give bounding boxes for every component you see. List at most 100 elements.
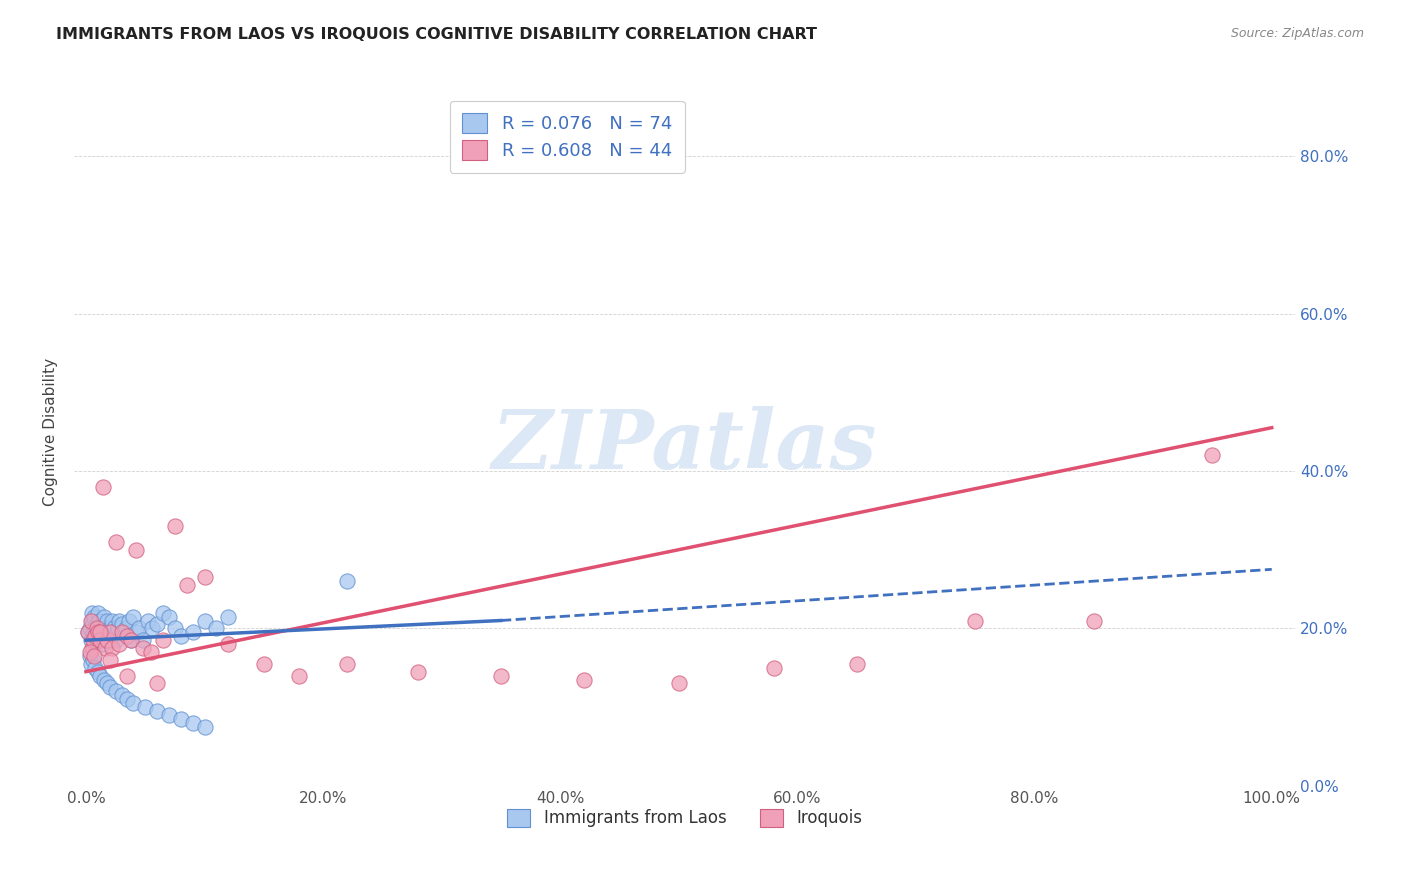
Point bbox=[572, 673, 595, 687]
Point bbox=[104, 633, 127, 648]
Point bbox=[157, 609, 180, 624]
Point bbox=[79, 645, 101, 659]
Point bbox=[100, 633, 122, 648]
Point bbox=[77, 625, 100, 640]
Point bbox=[170, 629, 193, 643]
Point bbox=[125, 625, 148, 640]
Point bbox=[97, 625, 120, 640]
Point bbox=[152, 633, 174, 648]
Point bbox=[89, 625, 111, 640]
Point bbox=[93, 629, 115, 643]
Point bbox=[253, 657, 276, 671]
Point bbox=[668, 676, 690, 690]
Point bbox=[83, 648, 105, 663]
Point bbox=[141, 621, 163, 635]
Point bbox=[104, 534, 127, 549]
Point bbox=[163, 519, 186, 533]
Point bbox=[94, 633, 117, 648]
Point bbox=[132, 633, 155, 648]
Point bbox=[82, 617, 104, 632]
Point bbox=[117, 668, 139, 682]
Point bbox=[80, 641, 103, 656]
Point bbox=[110, 688, 132, 702]
Point bbox=[91, 480, 114, 494]
Point bbox=[122, 609, 145, 624]
Point bbox=[845, 657, 868, 671]
Point bbox=[181, 625, 204, 640]
Point bbox=[110, 617, 132, 632]
Point bbox=[82, 633, 104, 648]
Point bbox=[80, 633, 103, 648]
Point bbox=[82, 625, 104, 640]
Point bbox=[217, 609, 239, 624]
Point bbox=[117, 692, 139, 706]
Point bbox=[489, 668, 512, 682]
Point bbox=[1201, 448, 1223, 462]
Point bbox=[193, 720, 215, 734]
Point bbox=[217, 637, 239, 651]
Point bbox=[90, 625, 112, 640]
Point bbox=[141, 645, 163, 659]
Point bbox=[193, 570, 215, 584]
Point bbox=[146, 676, 169, 690]
Point bbox=[181, 715, 204, 730]
Point bbox=[134, 700, 156, 714]
Point bbox=[132, 641, 155, 656]
Point bbox=[117, 614, 139, 628]
Point bbox=[84, 629, 107, 643]
Point bbox=[98, 625, 121, 640]
Point bbox=[146, 704, 169, 718]
Point bbox=[89, 668, 111, 682]
Point bbox=[104, 684, 127, 698]
Point bbox=[762, 661, 785, 675]
Point bbox=[96, 614, 118, 628]
Point bbox=[157, 708, 180, 723]
Point bbox=[146, 617, 169, 632]
Point bbox=[152, 606, 174, 620]
Point bbox=[96, 676, 118, 690]
Point bbox=[86, 621, 108, 635]
Point bbox=[336, 657, 359, 671]
Point bbox=[125, 542, 148, 557]
Point bbox=[170, 712, 193, 726]
Point bbox=[83, 609, 105, 624]
Text: ZIPatlas: ZIPatlas bbox=[492, 406, 877, 486]
Point bbox=[94, 641, 117, 656]
Point bbox=[77, 625, 100, 640]
Point bbox=[87, 606, 110, 620]
Point bbox=[80, 614, 103, 628]
Point bbox=[89, 633, 111, 648]
Point bbox=[120, 633, 142, 648]
Point bbox=[117, 629, 139, 643]
Point bbox=[336, 574, 359, 589]
Point bbox=[128, 621, 150, 635]
Point bbox=[94, 621, 117, 635]
Point bbox=[79, 648, 101, 663]
Point bbox=[87, 614, 110, 628]
Point bbox=[84, 629, 107, 643]
Point bbox=[965, 614, 987, 628]
Point bbox=[87, 625, 110, 640]
Point bbox=[122, 696, 145, 710]
Point bbox=[93, 673, 115, 687]
Point bbox=[176, 578, 198, 592]
Point bbox=[80, 606, 103, 620]
Point bbox=[86, 617, 108, 632]
Y-axis label: Cognitive Disability: Cognitive Disability bbox=[44, 358, 58, 506]
Point bbox=[108, 637, 131, 651]
Point bbox=[87, 665, 110, 679]
Point bbox=[193, 614, 215, 628]
Point bbox=[101, 614, 124, 628]
Point bbox=[101, 641, 124, 656]
Point bbox=[80, 614, 103, 628]
Point bbox=[90, 633, 112, 648]
Point bbox=[107, 621, 129, 635]
Point bbox=[288, 668, 311, 682]
Point bbox=[163, 621, 186, 635]
Point bbox=[84, 661, 107, 675]
Point bbox=[110, 625, 132, 640]
Point bbox=[91, 637, 114, 651]
Point bbox=[82, 653, 104, 667]
Point bbox=[1083, 614, 1105, 628]
Point bbox=[406, 665, 429, 679]
